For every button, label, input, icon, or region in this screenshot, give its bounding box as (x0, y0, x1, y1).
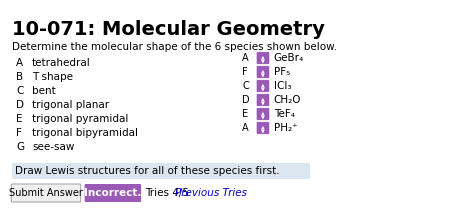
Text: F: F (242, 67, 248, 77)
FancyBboxPatch shape (256, 52, 270, 64)
FancyBboxPatch shape (256, 108, 270, 120)
Text: ▼: ▼ (261, 72, 265, 77)
FancyBboxPatch shape (85, 184, 141, 202)
Text: ▼: ▼ (261, 114, 265, 119)
Text: A: A (16, 58, 23, 68)
Text: F: F (16, 128, 22, 138)
Text: PF₅: PF₅ (274, 67, 290, 77)
Text: Determine the molecular shape of the 6 species shown below.: Determine the molecular shape of the 6 s… (12, 42, 337, 52)
Text: T shape: T shape (32, 72, 73, 82)
Text: ▼: ▼ (261, 100, 265, 105)
Text: C: C (242, 81, 249, 91)
Text: trigonal planar: trigonal planar (32, 100, 109, 110)
Text: Tries 4/5: Tries 4/5 (145, 188, 189, 198)
Text: bent: bent (32, 86, 56, 96)
Text: ▲: ▲ (261, 96, 265, 101)
Text: Draw Lewis structures for all of these species first.: Draw Lewis structures for all of these s… (15, 166, 280, 176)
Text: PH₂⁺: PH₂⁺ (274, 123, 298, 133)
Text: ▲: ▲ (261, 110, 265, 115)
FancyBboxPatch shape (256, 94, 270, 106)
Text: D: D (16, 100, 24, 110)
FancyBboxPatch shape (12, 163, 310, 179)
Text: G: G (16, 142, 24, 152)
Text: ▼: ▼ (261, 86, 265, 91)
Text: ▼: ▼ (261, 128, 265, 133)
FancyBboxPatch shape (256, 80, 270, 92)
FancyBboxPatch shape (11, 184, 81, 202)
Text: 10-071: Molecular Geometry: 10-071: Molecular Geometry (12, 20, 325, 39)
Text: trigonal bipyramidal: trigonal bipyramidal (32, 128, 138, 138)
Text: Incorrect.: Incorrect. (84, 188, 141, 198)
Text: ICl₃: ICl₃ (274, 81, 292, 91)
Text: ▼: ▼ (261, 58, 265, 63)
Text: Previous Tries: Previous Tries (175, 188, 247, 198)
Text: see-saw: see-saw (32, 142, 74, 152)
Text: Submit Answer: Submit Answer (9, 188, 83, 198)
FancyBboxPatch shape (256, 66, 270, 78)
Text: D: D (242, 95, 250, 105)
Text: TeF₄: TeF₄ (274, 109, 295, 119)
Text: A: A (242, 123, 249, 133)
Text: CH₂O: CH₂O (274, 95, 301, 105)
Text: trigonal pyramidal: trigonal pyramidal (32, 114, 128, 124)
Text: B: B (16, 72, 23, 82)
Text: ▲: ▲ (261, 68, 265, 73)
Text: A: A (242, 53, 249, 63)
Text: tetrahedral: tetrahedral (32, 58, 91, 68)
Text: GeBr₄: GeBr₄ (274, 53, 304, 63)
Text: E: E (16, 114, 23, 124)
Text: E: E (242, 109, 248, 119)
Text: C: C (16, 86, 24, 96)
Text: ▲: ▲ (261, 124, 265, 129)
FancyBboxPatch shape (256, 122, 270, 134)
Text: ▲: ▲ (261, 82, 265, 87)
Text: ▲: ▲ (261, 54, 265, 59)
